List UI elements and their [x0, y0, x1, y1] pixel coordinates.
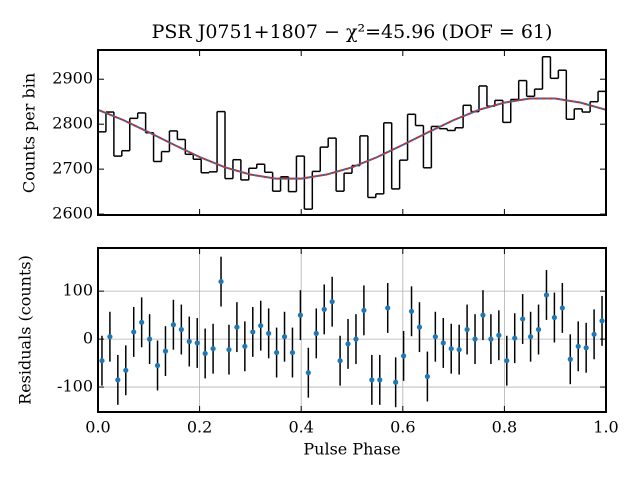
residual-point	[329, 299, 335, 305]
y-tick-label: 100	[62, 281, 93, 300]
plot-frame	[97, 247, 607, 413]
residual-point	[170, 322, 177, 328]
residual-point	[512, 335, 518, 341]
residual-point	[202, 350, 208, 357]
x-tick-label: 0.4	[288, 418, 313, 437]
residual-point	[369, 377, 375, 383]
residual-point	[488, 336, 494, 342]
residual-point	[440, 340, 446, 346]
residual-point	[266, 330, 272, 336]
residual-point	[226, 347, 232, 353]
residual-point	[472, 336, 478, 342]
residual-point	[551, 314, 558, 321]
residual-point	[496, 332, 502, 338]
residual-point	[480, 312, 486, 318]
residual-point	[242, 343, 248, 349]
x-tick-label: 0.2	[187, 418, 212, 437]
residual-point	[385, 305, 391, 311]
residual-point	[123, 367, 129, 373]
residual-point	[258, 323, 264, 329]
y-tick-label: 2800	[52, 114, 93, 133]
residual-point	[313, 330, 319, 336]
residual-point	[591, 331, 597, 337]
residual-point	[543, 292, 550, 298]
residual-point	[353, 336, 359, 342]
residual-point	[504, 358, 510, 364]
x-tick-label: 0.0	[85, 418, 110, 437]
residual-point	[131, 329, 137, 335]
residual-point	[273, 349, 280, 356]
residual-point	[321, 306, 327, 312]
residual-point	[567, 356, 573, 362]
residual-point	[464, 326, 470, 333]
residual-point	[115, 377, 121, 383]
y-tick-label: -100	[57, 377, 93, 396]
residual-point	[146, 336, 153, 342]
x-tick-label: 1.0	[593, 418, 618, 437]
y-tick-label: 2600	[52, 204, 93, 223]
residual-point	[281, 334, 288, 340]
residual-point	[162, 348, 169, 354]
chart-title: PSR J0751+1807 − χ²=45.96 (DOF = 61)	[152, 21, 553, 43]
residual-point	[520, 316, 526, 322]
residual-point	[416, 324, 423, 330]
residual-point	[289, 349, 296, 356]
x-tick-label: 0.8	[492, 418, 517, 437]
y-tick-label: 0	[83, 329, 93, 348]
residual-point	[250, 329, 256, 335]
y-axis-label: Residuals (counts)	[16, 255, 35, 405]
residual-point	[408, 308, 415, 314]
residual-point	[218, 278, 224, 285]
y-axis-label: Counts per bin	[20, 73, 39, 193]
residual-point	[361, 307, 367, 313]
residual-point	[234, 324, 240, 330]
residual-point	[393, 379, 399, 385]
residual-point	[583, 345, 589, 351]
residual-point	[456, 347, 462, 353]
residual-point	[527, 334, 534, 340]
x-axis-label: Pulse Phase	[303, 440, 400, 459]
residual-point	[575, 343, 581, 349]
plot-frame	[97, 49, 607, 216]
y-tick-label: 2900	[52, 69, 93, 88]
model-curve	[97, 97, 607, 180]
residual-point	[210, 346, 216, 352]
residual-point	[424, 373, 431, 380]
residual-point	[377, 377, 383, 383]
x-tick-label: 0.6	[390, 418, 415, 437]
residual-point	[448, 346, 454, 352]
residual-point	[345, 341, 351, 347]
residual-point	[599, 318, 605, 324]
residual-point	[535, 326, 542, 333]
residual-point	[194, 340, 200, 346]
residual-point	[154, 362, 161, 369]
residual-point	[186, 338, 192, 345]
residual-point	[305, 370, 311, 376]
residual-point	[178, 326, 184, 333]
residual-point	[107, 334, 113, 340]
residual-point	[400, 353, 407, 359]
residual-point	[99, 358, 105, 364]
residual-point	[139, 319, 145, 325]
y-tick-label: 2700	[52, 159, 93, 178]
residual-point	[432, 334, 438, 340]
residual-point	[559, 305, 565, 311]
residual-point	[297, 312, 304, 318]
residual-point	[337, 358, 343, 364]
